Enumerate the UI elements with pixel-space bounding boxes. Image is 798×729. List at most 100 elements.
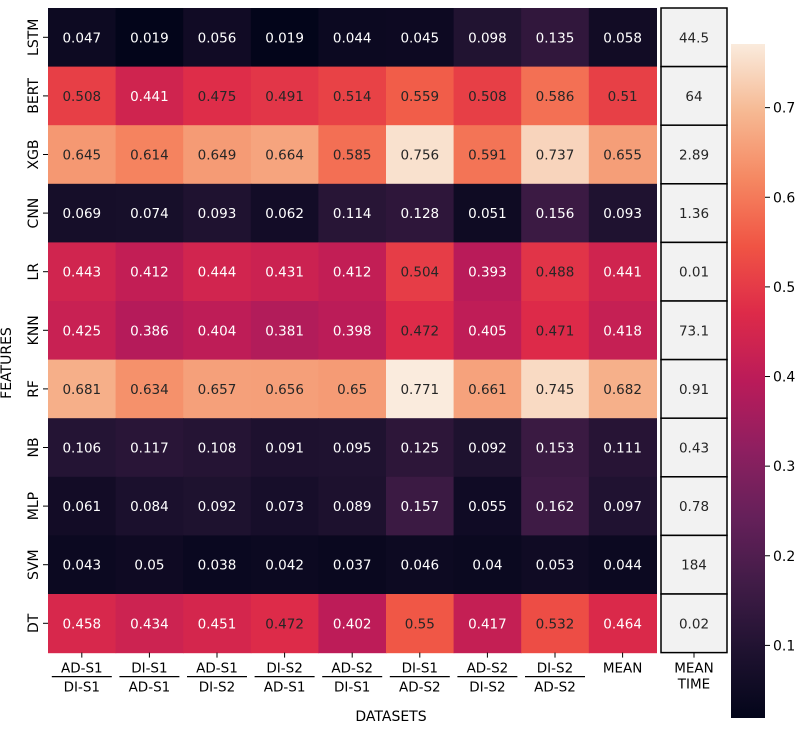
heatmap-cell [250, 418, 319, 478]
heatmap-cell [318, 535, 387, 595]
y-tick-label: SVM [26, 549, 42, 580]
cell-value-label: 0.061 [62, 499, 101, 515]
time-value-label: 2.89 [679, 148, 709, 164]
cell-value-label: 0.664 [265, 148, 304, 164]
heatmap-cell [588, 418, 657, 478]
x-tick-label-bottom: DI-S2 [199, 680, 235, 696]
cell-value-label: 0.044 [603, 558, 642, 574]
y-tick-label: DT [26, 613, 42, 633]
heatmap-cell [250, 125, 319, 185]
cell-value-label: 0.393 [468, 265, 507, 281]
heatmap-cell [521, 535, 590, 595]
column-labels: AD-S1 DI-S1 DI-S1 AD-S1 AD-S1 DI-S2 DI-S2 AD-S1… [51, 652, 714, 696]
heatmap-cell [453, 125, 522, 185]
colorbar-gradient [731, 44, 765, 718]
cell-value-label: 0.128 [400, 206, 439, 222]
cell-value-label: 0.042 [265, 558, 304, 574]
cell-value-label: 0.404 [198, 323, 237, 339]
cell-value-label: 0.458 [62, 616, 101, 632]
cell-value-label: 0.412 [130, 265, 169, 281]
heatmap-cell [183, 535, 252, 595]
cell-value-label: 0.51 [608, 89, 638, 105]
cell-value-label: 0.091 [265, 441, 304, 457]
cell-value-label: 0.532 [536, 616, 575, 632]
heatmap-cell [588, 594, 657, 654]
heatmap-cell [386, 8, 455, 68]
heatmap-cell [183, 359, 252, 419]
y-tick-label: XGB [26, 139, 42, 169]
cell-value-label: 0.093 [603, 206, 642, 222]
heatmap-cell [183, 125, 252, 185]
cell-value-label: 0.093 [198, 206, 237, 222]
x-tick-label-top: MEAN [603, 661, 643, 677]
y-tick-label: KNN [26, 315, 42, 345]
heatmap-cell [183, 476, 252, 536]
y-tick-label: LSTM [26, 19, 42, 56]
heatmap-cell [318, 594, 387, 654]
cell-value-label: 0.108 [198, 441, 237, 457]
row-labels: LSTM BERT XGB CNN LR KNN RF NB MLP SVM DT [26, 19, 48, 633]
cell-value-label: 0.634 [130, 382, 169, 398]
heatmap-cell [48, 66, 117, 126]
x-tick-label-bottom: AD-S2 [534, 680, 576, 696]
heatmap-cell [588, 476, 657, 536]
heatmap-cell [588, 66, 657, 126]
x-axis-title: DATASETS [355, 709, 426, 725]
cell-value-label: 0.156 [536, 206, 575, 222]
time-value-label: 0.91 [679, 382, 709, 398]
cell-value-label: 0.441 [603, 265, 642, 281]
x-tick-label-top: AD-S1 [61, 661, 103, 677]
heatmap-cell [318, 359, 387, 419]
cell-value-label: 0.443 [62, 265, 101, 281]
heatmap-cell [48, 359, 117, 419]
x-tick-label-top: AD-S1 [196, 661, 238, 677]
heatmap-cell [521, 418, 590, 478]
cell-value-label: 0.019 [130, 30, 169, 46]
y-tick-label: RF [26, 380, 42, 398]
cell-value-label: 0.097 [603, 499, 642, 515]
heatmap-cell [183, 301, 252, 361]
cell-value-label: 0.475 [198, 89, 237, 105]
heatmap-cell [386, 125, 455, 185]
cell-value-label: 0.117 [130, 441, 169, 457]
cell-value-label: 0.055 [468, 499, 507, 515]
colorbar-tick-label: 0.1 [773, 638, 795, 654]
heatmap-cell [318, 66, 387, 126]
heatmap-cell [318, 8, 387, 68]
heatmap-cell [521, 125, 590, 185]
cell-value-label: 0.053 [536, 558, 575, 574]
cell-value-label: 0.386 [130, 323, 169, 339]
heatmap-cell [386, 535, 455, 595]
cell-value-label: 0.062 [265, 206, 304, 222]
time-cell [660, 534, 728, 595]
heatmap-cell [48, 8, 117, 68]
cell-value-label: 0.098 [468, 30, 507, 46]
cell-value-label: 0.645 [62, 148, 101, 164]
time-value-label: 0.78 [679, 499, 709, 515]
heatmap-cell [386, 301, 455, 361]
heatmap-cell [453, 66, 522, 126]
cell-value-label: 0.074 [130, 206, 169, 222]
cell-value-label: 0.05 [134, 558, 164, 574]
heatmap-cell [48, 535, 117, 595]
x-tick-label-top: DI-S1 [402, 661, 438, 677]
cell-value-label: 0.157 [400, 499, 439, 515]
heatmap-cell [453, 242, 522, 302]
heatmap-cell [521, 301, 590, 361]
colorbar-tick-label: 0.7 [773, 101, 795, 117]
cell-value-label: 0.431 [265, 265, 304, 281]
cell-value-label: 0.472 [265, 616, 304, 632]
cell-value-label: 0.106 [62, 441, 101, 457]
heatmap-cell [250, 535, 319, 595]
heatmap-cell [386, 594, 455, 654]
time-value-label: 1.36 [679, 206, 709, 222]
heatmap-cell [588, 242, 657, 302]
heatmap-cell [588, 183, 657, 243]
heatmap-cell [48, 476, 117, 536]
time-cell [660, 7, 728, 68]
cell-value-label: 0.585 [333, 148, 372, 164]
colorbar-tick-label: 0.3 [773, 459, 795, 475]
heatmap-cell [453, 594, 522, 654]
heatmap-cell [115, 66, 184, 126]
